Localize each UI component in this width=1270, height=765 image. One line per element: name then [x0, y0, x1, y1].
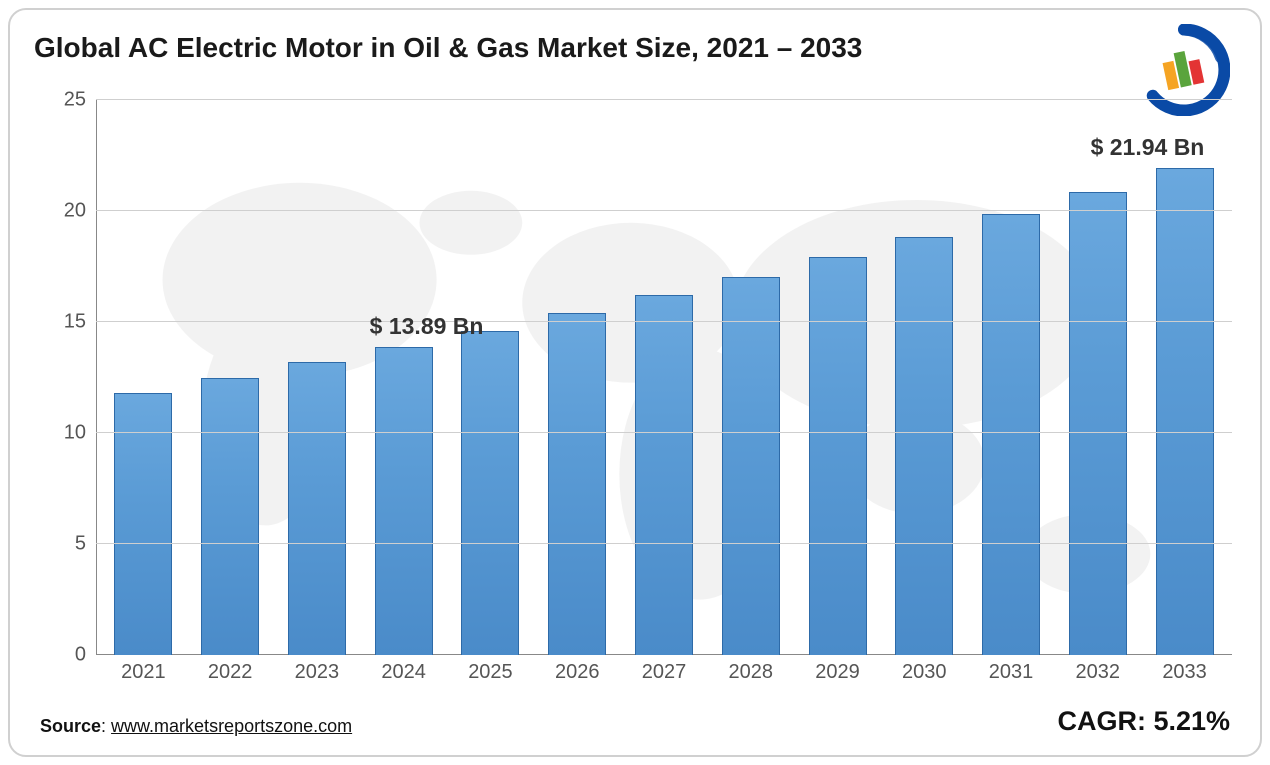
footer: Source: www.marketsreportszone.com CAGR:…	[40, 706, 1230, 737]
chart: 0 5 10 15 2025 $ 13.89 Bn $ 21.94 Bn 20212022…	[34, 100, 1236, 687]
y-tick-label: 20	[64, 200, 86, 223]
bar-slot	[534, 100, 621, 655]
chart-title: Global AC Electric Motor in Oil & Gas Ma…	[34, 30, 862, 66]
bar	[1156, 168, 1214, 655]
bar-slot	[360, 100, 447, 655]
bar	[635, 295, 693, 655]
x-tick-label: 2033	[1141, 655, 1228, 687]
x-tick-label: 2026	[534, 655, 621, 687]
bar-slot	[187, 100, 274, 655]
source-colon: :	[101, 716, 111, 736]
bar-slot	[100, 100, 187, 655]
bar	[809, 257, 867, 655]
cagr-label: CAGR: 5.21%	[1057, 706, 1230, 737]
chart-card: Global AC Electric Motor in Oil & Gas Ma…	[8, 8, 1262, 757]
bar	[201, 378, 259, 656]
y-tick-label: 0	[75, 644, 86, 667]
x-tick-label: 2022	[187, 655, 274, 687]
x-tick-label: 2025	[447, 655, 534, 687]
source-label: Source	[40, 716, 101, 736]
source-url: www.marketsreportszone.com	[111, 716, 352, 736]
bar	[722, 277, 780, 656]
data-annotation: $ 21.94 Bn	[1091, 134, 1205, 161]
bar-slot	[881, 100, 968, 655]
bar-slot	[621, 100, 708, 655]
chart-area: 0 5 10 15 2025 $ 13.89 Bn $ 21.94 Bn 20212022…	[34, 100, 1236, 687]
grid-line	[96, 543, 1232, 544]
bar-slot	[1141, 100, 1228, 655]
bar	[548, 313, 606, 655]
y-tick-label: 5	[75, 533, 86, 556]
y-tick-label: 10	[64, 422, 86, 445]
source-line: Source: www.marketsreportszone.com	[40, 716, 352, 737]
x-tick-label: 2024	[360, 655, 447, 687]
bar	[982, 214, 1040, 655]
grid-line	[96, 432, 1232, 433]
grid-line	[96, 321, 1232, 322]
grid-line	[96, 99, 1232, 100]
bar	[461, 331, 519, 655]
x-tick-label: 2032	[1054, 655, 1141, 687]
bar	[288, 362, 346, 655]
bar	[375, 347, 433, 655]
bar-slot	[447, 100, 534, 655]
x-tick-label: 2021	[100, 655, 187, 687]
bar-slot	[794, 100, 881, 655]
y-axis: 0510152025	[34, 100, 96, 655]
bar-slot	[1054, 100, 1141, 655]
bar-slot	[968, 100, 1055, 655]
bars-container	[96, 100, 1232, 655]
x-tick-label: 2023	[274, 655, 361, 687]
x-tick-label: 2030	[881, 655, 968, 687]
y-tick-label: 25	[64, 89, 86, 112]
data-annotation: $ 13.89 Bn	[370, 313, 484, 340]
bar	[895, 237, 953, 655]
x-tick-label: 2031	[968, 655, 1055, 687]
bar-slot	[707, 100, 794, 655]
plot-area: $ 13.89 Bn $ 21.94 Bn	[96, 100, 1232, 655]
x-tick-label: 2027	[621, 655, 708, 687]
bar	[1069, 192, 1127, 655]
x-tick-label: 2029	[794, 655, 881, 687]
bar-slot	[274, 100, 361, 655]
x-axis-labels: 2021202220232024202520262027202820292030…	[96, 655, 1232, 687]
grid-line	[96, 210, 1232, 211]
y-tick-label: 15	[64, 311, 86, 334]
x-tick-label: 2028	[707, 655, 794, 687]
